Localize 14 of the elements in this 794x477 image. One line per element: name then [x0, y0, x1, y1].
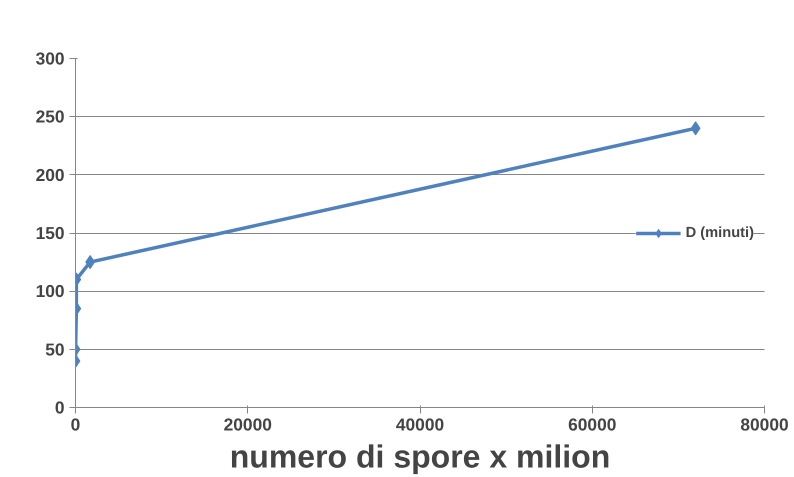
- y-tick-label: 100: [36, 281, 65, 302]
- y-tick-label: 250: [36, 106, 65, 127]
- x-tick-label: 40000: [396, 414, 444, 434]
- legend-label: D (minuti): [686, 224, 754, 240]
- y-tick-label: 300: [36, 48, 65, 68]
- y-tick-label: 0: [54, 398, 65, 418]
- x-tick-label: 20000: [224, 414, 272, 434]
- x-tick-label: 80000: [740, 414, 789, 434]
- y-tick-label: 150: [36, 223, 65, 243]
- x-tick-label: 0: [70, 414, 80, 434]
- x-tick-label: 60000: [568, 414, 616, 434]
- y-tick-label: 200: [36, 164, 65, 185]
- x-axis-title: numero di spore x milion: [230, 438, 610, 474]
- y-tick-label: 50: [45, 339, 65, 360]
